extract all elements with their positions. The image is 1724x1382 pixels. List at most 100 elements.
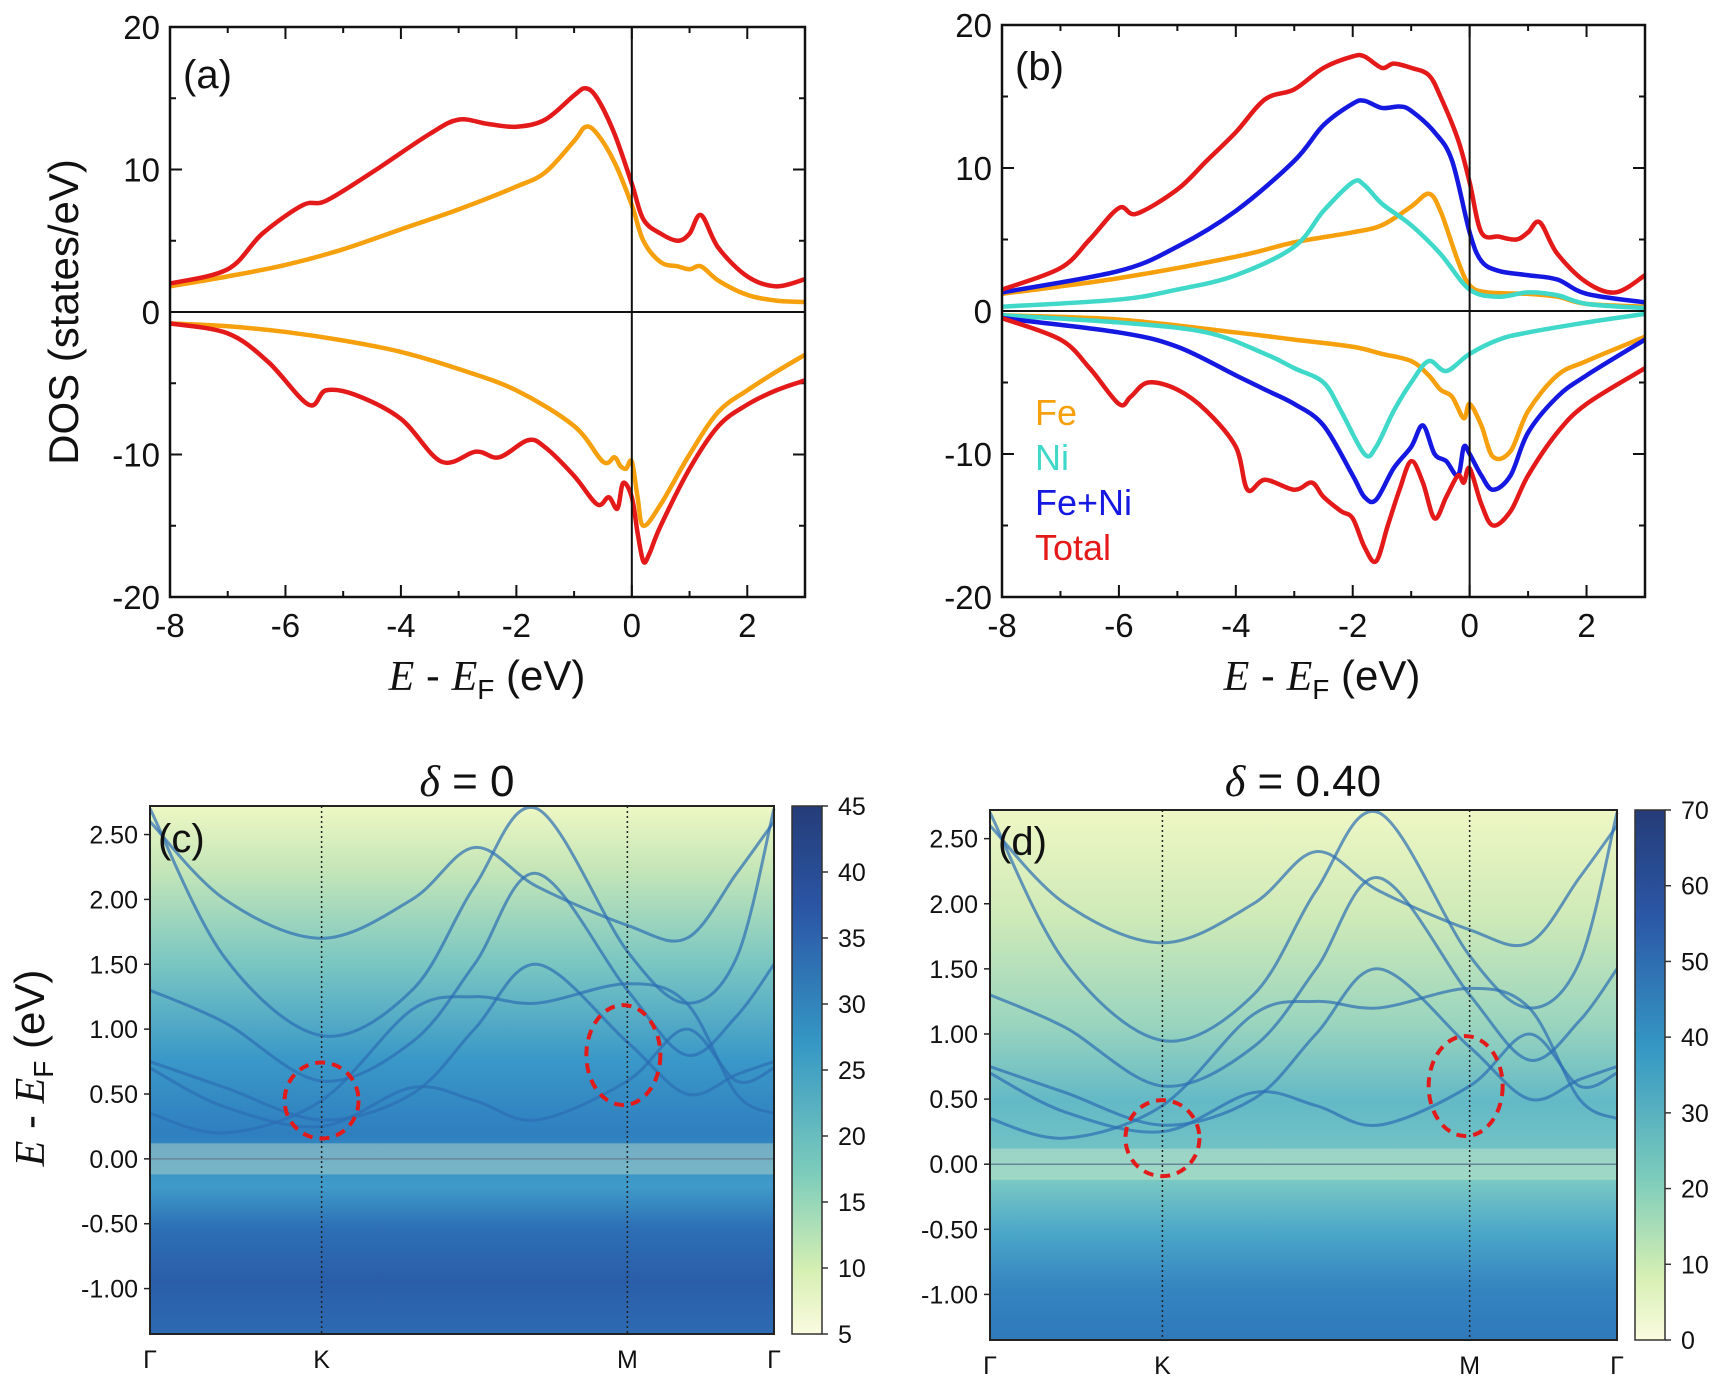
energy-tick-label: 1.00 — [89, 1016, 138, 1044]
highlight-circle — [1123, 1098, 1202, 1179]
band-curve — [149, 962, 775, 1122]
panel-d-colorbar — [1634, 809, 1666, 1341]
xlabel-sub: F — [1312, 674, 1329, 705]
series-line-fe — [1001, 313, 1646, 462]
panel-c-title: δ = 0 — [419, 757, 514, 806]
panel-c-colorbar-ticks: 45 40 35 30 25 20 15 10 5 — [822, 793, 866, 1349]
panel-d-bands — [988, 809, 1619, 1180]
title-delta: δ — [419, 757, 441, 806]
x-tick-label: -4 — [1221, 607, 1250, 644]
series-line-total — [1001, 316, 1647, 565]
colorbar-tick-label: 40 — [838, 859, 866, 887]
xlabel-minus: - — [1249, 652, 1286, 699]
panel-b-legend: Fe Ni Fe+Ni Total — [1035, 392, 1132, 568]
legend-fe: Fe — [1035, 392, 1077, 433]
x-tick-label: -6 — [1104, 607, 1133, 644]
energy-tick-label: 0.00 — [89, 1146, 138, 1174]
panel-a-label: (a) — [183, 53, 232, 97]
title-value: = 0.40 — [1245, 757, 1381, 806]
energy-tick-label: 2.00 — [929, 891, 978, 919]
xlabel-sub: F — [477, 674, 494, 705]
legend-ni: Ni — [1035, 437, 1069, 478]
series-line-total — [169, 321, 806, 565]
k-point-label: K — [313, 1346, 330, 1374]
colorbar-tick-label: 50 — [1681, 948, 1709, 976]
k-point-label: Γ — [767, 1346, 781, 1374]
colorbar-tick-label: 30 — [838, 991, 866, 1019]
x-tick-label: -4 — [386, 607, 415, 644]
xlabel-ef: E — [451, 654, 478, 700]
energy-tick-label: -0.50 — [921, 1216, 978, 1244]
panel-a-xlabel: E - EF (eV) — [388, 652, 586, 705]
ylabel-e: E — [8, 1141, 54, 1168]
panel-d-colorbar-ticks: 70 60 50 40 30 20 10 0 — [1665, 797, 1709, 1355]
ylabel-sub: F — [28, 1061, 59, 1078]
title-value: = 0 — [440, 757, 515, 806]
band-curve — [989, 986, 1618, 1140]
series-line-feni — [1001, 98, 1646, 305]
y-tick-label: -20 — [112, 579, 160, 616]
x-tick-label: 0 — [623, 607, 641, 644]
k-point-label: K — [1154, 1352, 1171, 1380]
highlight-circle — [584, 1003, 663, 1108]
panel-a-series — [169, 85, 807, 565]
band-curve — [148, 805, 776, 1038]
energy-tick-label: 0.50 — [929, 1086, 978, 1114]
x-tick-label: -2 — [502, 607, 531, 644]
legend-total: Total — [1035, 527, 1111, 568]
band-curve — [149, 982, 775, 1135]
xlabel-unit: (eV) — [1329, 652, 1420, 699]
y-tick-label: 0 — [974, 293, 992, 330]
panel-c-bands — [148, 805, 776, 1175]
panel-d-label: (d) — [998, 820, 1047, 864]
series-line-fe — [169, 321, 807, 528]
colorbar-tick-label: 70 — [1681, 797, 1709, 825]
series-line-ni — [1001, 311, 1646, 459]
energy-tick-label: 1.50 — [89, 951, 138, 979]
energy-tick-label: -1.00 — [921, 1281, 978, 1309]
panel-b-series — [1001, 52, 1647, 565]
series-line-ni — [1001, 178, 1646, 311]
highlight-circle — [282, 1060, 361, 1141]
ylabel-unit: (eV) — [6, 970, 53, 1061]
y-tick-label: -10 — [112, 437, 160, 474]
band-curve — [149, 871, 776, 1083]
x-tick-label: 2 — [1577, 607, 1595, 644]
colorbar-tick-label: 35 — [838, 925, 866, 953]
y-tick-label: 10 — [955, 150, 992, 187]
band-curve — [149, 1027, 775, 1129]
series-line-fe — [169, 124, 806, 305]
highlight-circle — [1426, 1034, 1505, 1139]
xlabel-e: E — [1223, 654, 1250, 700]
colorbar-tick-label: 10 — [1681, 1251, 1709, 1279]
k-point-label: Γ — [143, 1346, 157, 1374]
energy-tick-label: -1.00 — [81, 1276, 138, 1304]
xlabel-minus: - — [414, 652, 451, 699]
legend-feni: Fe+Ni — [1035, 482, 1132, 523]
ylabel-ef: E — [8, 1078, 54, 1105]
panel-b-label: (b) — [1015, 45, 1064, 89]
title-delta: δ — [1225, 757, 1247, 806]
k-point-label: Γ — [983, 1352, 997, 1380]
x-tick-label: -8 — [155, 607, 184, 644]
x-tick-label: -2 — [1338, 607, 1367, 644]
series-line-total — [169, 85, 806, 289]
flat-band-region — [990, 1148, 1617, 1180]
x-tick-label: -6 — [271, 607, 300, 644]
colorbar-tick-label: 40 — [1681, 1024, 1709, 1052]
band-curve — [989, 876, 1619, 1088]
panel-d-heatmap — [990, 810, 1617, 1340]
k-point-label: M — [617, 1346, 638, 1374]
panel-c-label: (c) — [158, 817, 205, 861]
energy-tick-label: 2.50 — [89, 822, 138, 850]
panel-c-energy-ticks: 2.50 2.00 1.50 1.00 0.50 0.00 -0.50 -1.00 — [81, 822, 150, 1304]
colorbar-tick-label: 5 — [838, 1321, 852, 1349]
y-tick-label: -20 — [944, 579, 992, 616]
band-curve — [148, 820, 776, 943]
panel-c-colorbar — [791, 805, 823, 1335]
energy-tick-label: 2.50 — [929, 826, 978, 854]
